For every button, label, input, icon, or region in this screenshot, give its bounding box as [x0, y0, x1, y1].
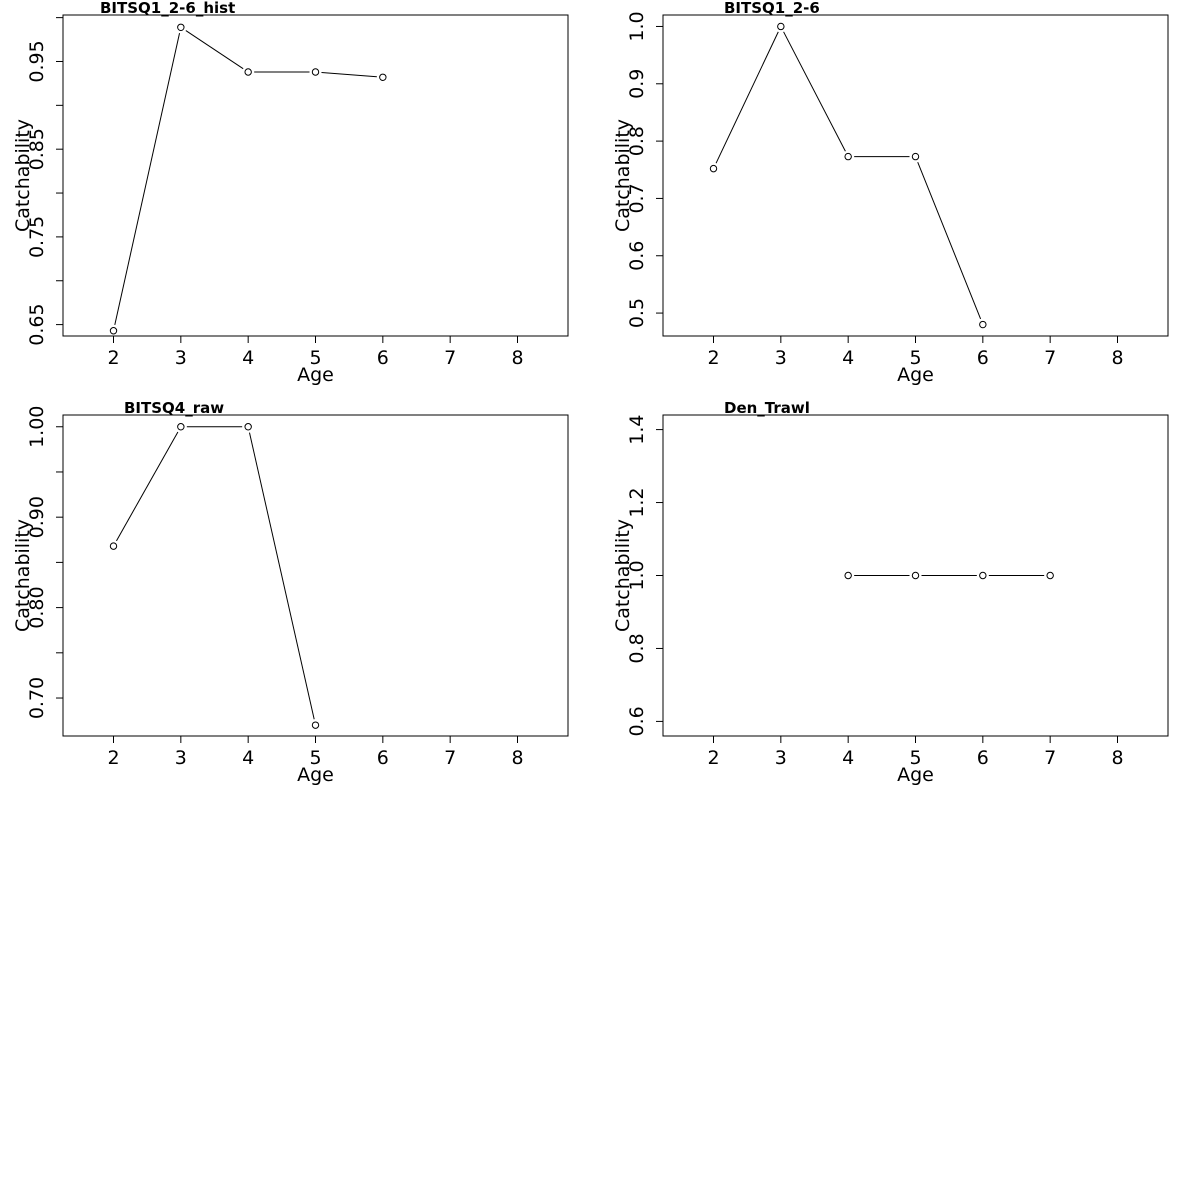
x-axis-label: Age — [297, 364, 334, 386]
series-line-segment — [715, 31, 779, 164]
chart-panel-1: BITSQ1_2-6_hist 2 3 4 5 6 7 8 0.65 0.75 0.85 0.95 Ag… — [12, 0, 569, 386]
data-point — [311, 721, 320, 729]
x-tick-label: 2 — [107, 747, 119, 769]
y-tick-label: 0.85 — [26, 128, 48, 170]
data-point — [109, 327, 118, 335]
series-line-segment — [116, 431, 179, 542]
x-tick-label: 2 — [707, 747, 719, 769]
y-axis-label: Catchability — [12, 119, 34, 232]
plot-frame — [62, 414, 569, 737]
chart-title: BITSQ1_2-6_hist — [100, 0, 235, 17]
x-tick-label: 2 — [107, 347, 119, 369]
data-point — [177, 423, 185, 431]
x-tick-label: 3 — [175, 747, 187, 769]
x-tick-label: 7 — [444, 347, 456, 369]
y-tick-label: 0.95 — [26, 40, 48, 82]
y-tick-label: 0.8 — [626, 126, 648, 156]
x-tick-label: 5 — [909, 747, 921, 769]
data-point — [777, 22, 785, 31]
x-tick-label: 8 — [511, 347, 523, 369]
x-tick-label: 6 — [377, 347, 389, 369]
series-line-segment — [917, 161, 982, 320]
x-tick-label: 7 — [444, 747, 456, 769]
x-tick-label: 8 — [511, 747, 523, 769]
series-line-segment — [321, 71, 377, 78]
data-point — [311, 68, 320, 76]
data-point — [844, 571, 852, 580]
x-axis-label: Age — [897, 364, 934, 386]
x-tick-label: 5 — [309, 747, 321, 769]
y-tick-label: 0.65 — [26, 303, 48, 345]
data-point — [1046, 571, 1054, 580]
data-point — [244, 423, 252, 431]
x-tick-label: 5 — [309, 347, 321, 369]
x-tick-label: 4 — [242, 747, 254, 769]
y-axis-label: Catchability — [612, 119, 634, 232]
x-tick-label: 3 — [775, 747, 787, 769]
x-tick-label: 4 — [842, 347, 854, 369]
y-tick-label: 0.6 — [626, 241, 648, 271]
chart-title: Den_Trawl — [724, 399, 810, 417]
x-tick-label: 8 — [1111, 747, 1123, 769]
data-point — [979, 571, 987, 580]
series-line-segment — [114, 33, 181, 325]
x-tick-label: 6 — [977, 747, 989, 769]
data-point — [244, 68, 252, 76]
y-tick-label: 1.0 — [626, 560, 648, 590]
chart-title: BITSQ4_raw — [124, 399, 224, 417]
x-axis-label: Age — [897, 764, 934, 786]
data-point — [911, 571, 920, 580]
x-tick-label: 4 — [242, 347, 254, 369]
chart-panel-4: Den_Trawl 2 3 4 5 6 7 8 0.6 0.8 1.0 1.2 1.4 Age Catcha… — [612, 399, 1169, 786]
x-tick-label: 6 — [377, 747, 389, 769]
y-tick-label: 0.70 — [26, 677, 48, 719]
chart-panel-2: BITSQ1_2-6 2 3 4 5 6 7 8 0.5 0.6 0.7 0.8 0.9 1.0 Age Ca… — [612, 0, 1169, 386]
x-tick-label: 5 — [909, 347, 921, 369]
plot-frame — [662, 14, 1169, 337]
plot-frame — [62, 14, 569, 337]
y-tick-label: 1.00 — [26, 406, 48, 448]
series-line-segment — [248, 432, 315, 720]
y-tick-label: 0.5 — [626, 298, 648, 328]
y-tick-label: 1.2 — [626, 487, 648, 517]
x-tick-label: 4 — [842, 747, 854, 769]
x-axis-label: Age — [297, 764, 334, 786]
x-tick-label: 3 — [775, 347, 787, 369]
x-tick-label: 6 — [977, 347, 989, 369]
x-tick-label: 2 — [707, 347, 719, 369]
data-point — [709, 164, 718, 173]
x-tick-label: 3 — [175, 347, 187, 369]
y-tick-label: 0.75 — [26, 216, 48, 258]
x-tick-label: 7 — [1044, 747, 1056, 769]
y-tick-label: 1.4 — [626, 414, 648, 444]
data-point — [844, 152, 852, 161]
series-line-segment — [783, 31, 846, 152]
y-tick-label: 0.80 — [26, 586, 48, 628]
y-tick-label: 0.9 — [626, 69, 648, 99]
y-axis-label: Catchability — [612, 519, 634, 632]
y-tick-label: 0.8 — [626, 633, 648, 663]
chart-title: BITSQ1_2-6 — [724, 0, 820, 17]
data-point — [979, 320, 987, 329]
data-point — [177, 23, 185, 31]
data-point — [911, 152, 920, 161]
x-tick-label: 7 — [1044, 347, 1056, 369]
y-axis-label: Catchability — [12, 519, 34, 632]
y-tick-label: 0.6 — [626, 706, 648, 736]
data-point — [379, 73, 387, 81]
chart-panel-3: BITSQ4_raw 2 3 4 5 6 7 8 0.70 0.80 0.90 1.00 Age Catc… — [12, 399, 569, 786]
data-point — [109, 542, 118, 550]
series-line-segment — [185, 30, 244, 70]
x-tick-label: 8 — [1111, 347, 1123, 369]
y-tick-label: 0.7 — [626, 183, 648, 213]
y-tick-label: 1.0 — [626, 11, 648, 41]
y-tick-label: 0.90 — [26, 496, 48, 538]
